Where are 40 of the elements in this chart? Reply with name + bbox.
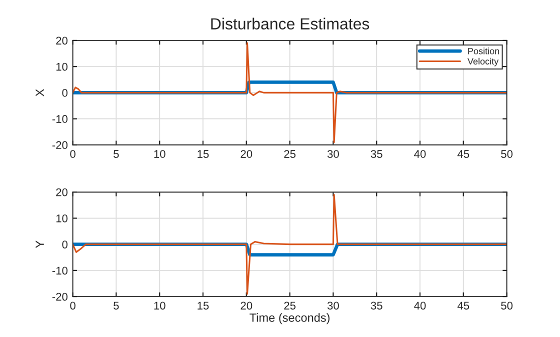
y-tick-label: -10 [52,266,68,275]
x-tick-label: 25 [284,302,296,310]
x-tick-label: 35 [370,302,382,310]
line-series [72,194,507,295]
x-tick-label: 5 [114,150,119,158]
x-tick-label: 10 [154,150,166,158]
legend-label: Position [468,48,499,54]
x-tick-label: 15 [198,150,209,158]
x-tick-label: 30 [327,150,339,158]
x-tick-label: 45 [457,302,470,310]
y-tick-label: 0 [62,240,68,248]
x-tick-label: 35 [370,150,382,158]
y-tick-label: 20 [56,188,68,196]
y-tick-label: -10 [52,115,68,123]
y-tick-label: 10 [56,214,68,222]
x-tick-label: 45 [457,150,470,158]
x-tick-label: 0 [70,302,76,310]
x-tick-label: 25 [284,150,296,158]
x-axis-title: Time (seconds) [250,313,330,324]
x-tick-label: 10 [154,302,166,310]
y-axis-title: Y [36,240,44,248]
y-axis-title: X [36,88,44,96]
x-tick-label: 50 [501,150,513,158]
x-tick-label: 50 [501,302,513,310]
y-tick-label: -20 [52,141,68,150]
x-tick-label: 20 [240,302,252,310]
line-series [72,42,507,144]
y-tick-label: 20 [56,36,68,45]
legend-label: Velocity [468,58,499,66]
x-tick-label: 0 [70,150,76,158]
x-tick-label: 5 [114,302,119,310]
y-tick-label: -20 [52,292,68,301]
y-tick-label: 0 [62,88,68,97]
x-tick-label: 40 [414,302,426,310]
chart-title: Disturbance Estimates [211,18,370,30]
x-tick-label: 30 [327,302,339,310]
x-tick-label: 40 [414,150,426,158]
x-tick-label: 20 [240,150,252,158]
x-tick-label: 15 [198,302,209,310]
y-tick-label: 10 [56,62,68,71]
